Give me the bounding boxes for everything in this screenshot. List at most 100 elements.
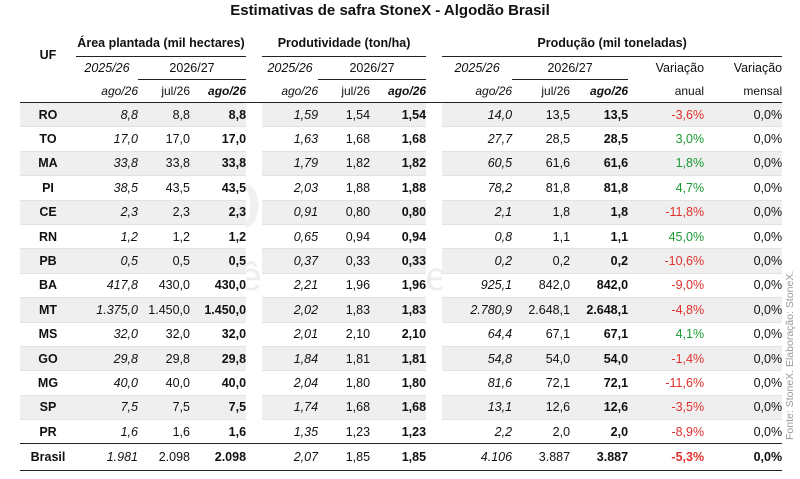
table-row: MG 40,0 40,0 40,0 2,04 1,80 1,80 81,6 72,1 72,1 -1… bbox=[20, 370, 783, 396]
cell-producao-jul: 2,0 bbox=[512, 419, 571, 444]
cell-var-anual: -8,9% bbox=[628, 419, 705, 444]
total-area-jul: 2.098 bbox=[138, 443, 190, 472]
cell-uf: MG bbox=[20, 370, 76, 396]
cell-area-ago: 40,0 bbox=[190, 370, 247, 396]
cell-area-jul: 1,2 bbox=[138, 223, 190, 249]
area-col-ago26-prev: ago/26 bbox=[76, 79, 138, 103]
var-anual-header-1: Variação bbox=[655, 61, 705, 76]
cell-uf: PB bbox=[20, 248, 76, 274]
cell-producao-prev: 2,1 bbox=[442, 199, 513, 225]
cell-var-mensal: 0,0% bbox=[704, 272, 783, 298]
cell-area-jul: 430,0 bbox=[138, 272, 190, 298]
table-row: CE 2,3 2,3 2,3 0,91 0,80 0,80 2,1 1,8 1,8 -11,8% 0,… bbox=[20, 199, 783, 225]
cell-uf: PI bbox=[20, 175, 76, 201]
cell-var-anual: -3,5% bbox=[628, 394, 705, 420]
cell-producao-jul: 72,1 bbox=[512, 370, 571, 396]
cell-producao-jul: 2.648,1 bbox=[512, 297, 571, 323]
cell-var-mensal: 0,0% bbox=[704, 248, 783, 274]
cell-var-mensal: 0,0% bbox=[704, 394, 783, 420]
cell-prod-ago: 1,82 bbox=[370, 150, 427, 176]
cell-producao-jul: 13,5 bbox=[512, 101, 571, 127]
table-row: BA 417,8 430,0 430,0 2,21 1,96 1,96 925,1 842,0 8… bbox=[20, 272, 783, 298]
cell-prod-prev: 2,21 bbox=[262, 272, 319, 298]
cell-area-ago: 1,6 bbox=[190, 419, 247, 444]
uf-header: UF bbox=[39, 47, 57, 62]
cell-prod-prev: 0,65 bbox=[262, 223, 319, 249]
table-row: MS 32,0 32,0 32,0 2,01 2,10 2,10 64,4 67,1 67,1 4,… bbox=[20, 321, 783, 347]
cell-area-jul: 8,8 bbox=[138, 101, 190, 127]
table-row: PB 0,5 0,5 0,5 0,37 0,33 0,33 0,2 0,2 0,2 -10,6% 0,… bbox=[20, 248, 783, 274]
var-anual-header-2: anual bbox=[628, 79, 705, 103]
table-row: PI 38,5 43,5 43,5 2,03 1,88 1,88 78,2 81,8 81,8 4,… bbox=[20, 175, 783, 201]
cell-prod-ago: 1,83 bbox=[370, 297, 427, 323]
cell-prod-jul: 1,82 bbox=[318, 150, 371, 176]
cell-prod-jul: 1,68 bbox=[318, 126, 371, 152]
cell-area-prev: 0,5 bbox=[76, 248, 138, 274]
total-producao-prev: 4.106 bbox=[442, 443, 513, 472]
production-header: Produção (mil toneladas) bbox=[442, 30, 783, 57]
total-prod-jul: 1,85 bbox=[318, 443, 371, 472]
cell-producao-ago: 67,1 bbox=[570, 321, 629, 347]
cell-prod-ago: 1,88 bbox=[370, 175, 427, 201]
cell-area-prev: 8,8 bbox=[76, 101, 138, 127]
cell-prod-jul: 1,81 bbox=[318, 345, 371, 371]
cell-producao-prev: 54,8 bbox=[442, 345, 513, 371]
cell-prod-ago: 2,10 bbox=[370, 321, 427, 347]
cell-prod-prev: 0,91 bbox=[262, 199, 319, 225]
cell-var-mensal: 0,0% bbox=[704, 175, 783, 201]
cell-var-anual: -1,4% bbox=[628, 345, 705, 371]
cell-uf: RO bbox=[20, 101, 76, 127]
cell-producao-prev: 2.780,9 bbox=[442, 297, 513, 323]
cell-prod-ago: 1,68 bbox=[370, 126, 427, 152]
cell-area-jul: 0,5 bbox=[138, 248, 190, 274]
cell-var-mensal: 0,0% bbox=[704, 321, 783, 347]
cell-area-prev: 40,0 bbox=[76, 370, 138, 396]
cell-area-prev: 33,8 bbox=[76, 150, 138, 176]
total-area-ago: 2.098 bbox=[190, 443, 247, 472]
cell-var-mensal: 0,0% bbox=[704, 370, 783, 396]
cell-area-ago: 8,8 bbox=[190, 101, 247, 127]
cell-prod-jul: 1,83 bbox=[318, 297, 371, 323]
cell-producao-prev: 14,0 bbox=[442, 101, 513, 127]
cell-var-anual: -11,8% bbox=[628, 199, 705, 225]
cell-var-anual: -4,8% bbox=[628, 297, 705, 323]
cell-producao-jul: 67,1 bbox=[512, 321, 571, 347]
area-header: Área plantada (mil hectares) bbox=[76, 30, 247, 57]
cell-producao-prev: 0,8 bbox=[442, 223, 513, 249]
cell-area-ago: 43,5 bbox=[190, 175, 247, 201]
prod-year-2627: 2026/27 bbox=[318, 56, 427, 80]
cell-producao-ago: 2.648,1 bbox=[570, 297, 629, 323]
cell-prod-ago: 1,80 bbox=[370, 370, 427, 396]
cell-producao-ago: 13,5 bbox=[570, 101, 629, 127]
total-var-mensal: 0,0% bbox=[704, 443, 783, 472]
cell-var-mensal: 0,0% bbox=[704, 419, 783, 444]
cell-prod-prev: 1,35 bbox=[262, 419, 319, 444]
cell-producao-jul: 842,0 bbox=[512, 272, 571, 298]
cell-producao-prev: 925,1 bbox=[442, 272, 513, 298]
cell-area-ago: 17,0 bbox=[190, 126, 247, 152]
cell-var-anual: -3,6% bbox=[628, 101, 705, 127]
cell-area-prev: 417,8 bbox=[76, 272, 138, 298]
cell-area-prev: 1.375,0 bbox=[76, 297, 138, 323]
total-producao-ago: 3.887 bbox=[570, 443, 629, 472]
cell-area-prev: 2,3 bbox=[76, 199, 138, 225]
cell-prod-prev: 1,84 bbox=[262, 345, 319, 371]
table-row: GO 29,8 29,8 29,8 1,84 1,81 1,81 54,8 54,0 54,0 -1… bbox=[20, 345, 783, 371]
cell-producao-ago: 1,1 bbox=[570, 223, 629, 249]
cell-producao-prev: 81,6 bbox=[442, 370, 513, 396]
cell-area-ago: 7,5 bbox=[190, 394, 247, 420]
cell-producao-ago: 72,1 bbox=[570, 370, 629, 396]
cell-var-mensal: 0,0% bbox=[704, 297, 783, 323]
cell-var-mensal: 0,0% bbox=[704, 223, 783, 249]
cell-producao-jul: 54,0 bbox=[512, 345, 571, 371]
cell-area-jul: 17,0 bbox=[138, 126, 190, 152]
cell-producao-ago: 61,6 bbox=[570, 150, 629, 176]
cell-area-prev: 38,5 bbox=[76, 175, 138, 201]
cell-uf: CE bbox=[20, 199, 76, 225]
cell-producao-jul: 1,8 bbox=[512, 199, 571, 225]
cell-area-prev: 17,0 bbox=[76, 126, 138, 152]
table-row: SP 7,5 7,5 7,5 1,74 1,68 1,68 13,1 12,6 12,6 -3,5%… bbox=[20, 394, 783, 420]
cell-var-anual: 4,7% bbox=[628, 175, 705, 201]
cell-prod-ago: 0,33 bbox=[370, 248, 427, 274]
cell-var-anual: -10,6% bbox=[628, 248, 705, 274]
